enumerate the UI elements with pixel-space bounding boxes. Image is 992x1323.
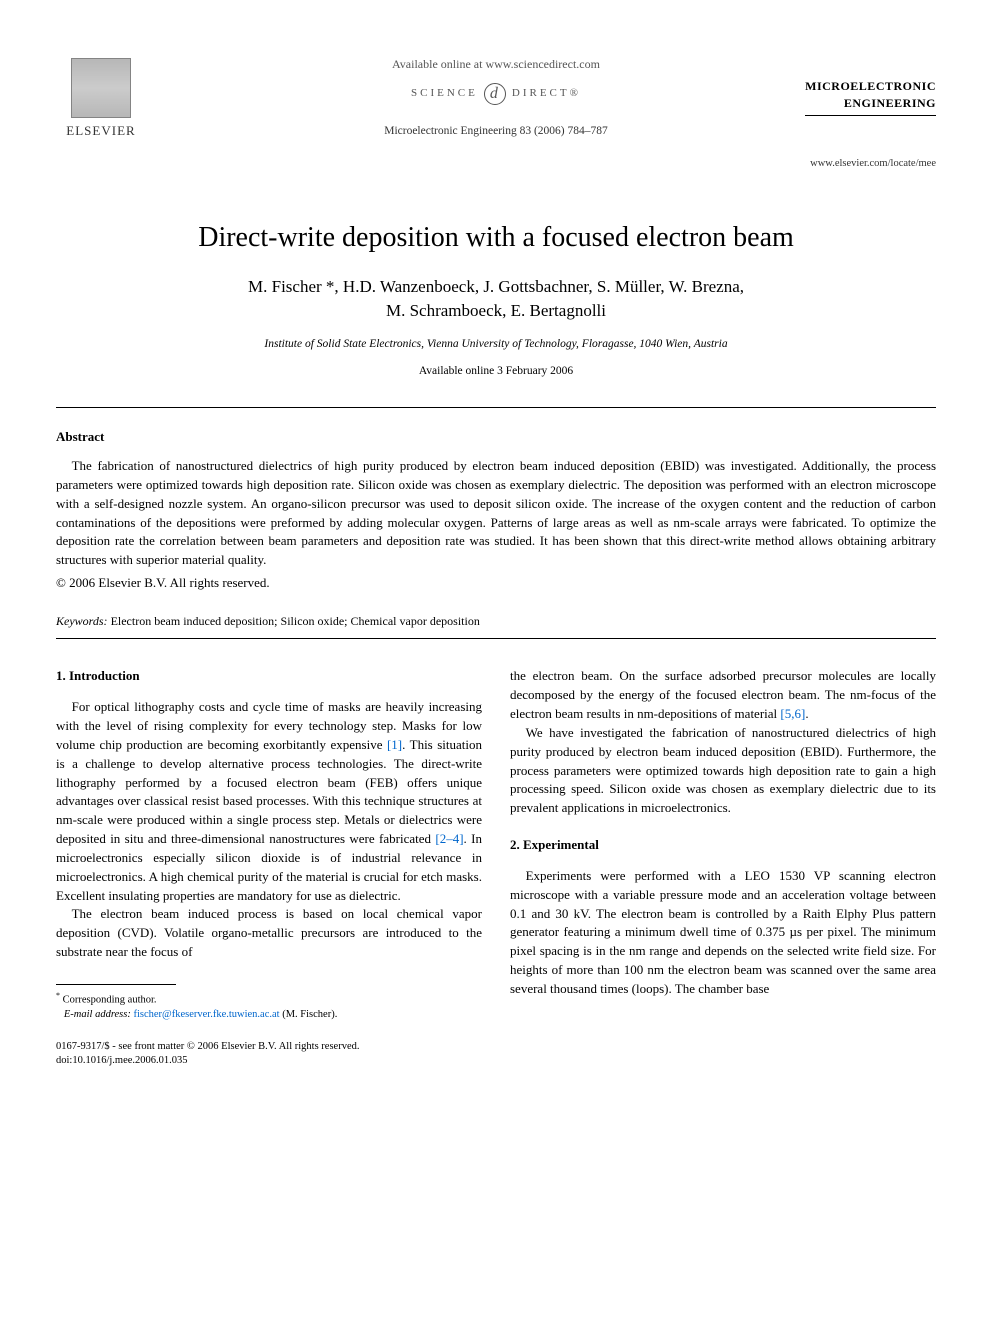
- publisher-logo: ELSEVIER: [56, 58, 146, 141]
- email-label: E-mail address:: [64, 1009, 131, 1020]
- citation-link-5-6[interactable]: [5,6]: [780, 706, 805, 721]
- citation-link-1[interactable]: [1]: [387, 737, 402, 752]
- page-header: ELSEVIER Available online at www.science…: [56, 48, 936, 178]
- author-email-link[interactable]: fischer@fkeserver.fke.tuwien.ac.at: [133, 1009, 279, 1020]
- body-columns: 1. Introduction For optical lithography …: [56, 667, 936, 1068]
- col2-p1-text-a: the electron beam. On the surface adsorb…: [510, 668, 936, 721]
- affiliation: Institute of Solid State Electronics, Vi…: [56, 336, 936, 353]
- citation-line: Microelectronic Engineering 83 (2006) 78…: [56, 123, 936, 140]
- publication-date: Available online 3 February 2006: [56, 363, 936, 380]
- article-title: Direct-write deposition with a focused e…: [56, 218, 936, 259]
- front-matter-footer: 0167-9317/$ - see front matter © 2006 El…: [56, 1040, 482, 1068]
- journal-title-line1: MICROELECTRONIC: [805, 79, 936, 93]
- journal-url[interactable]: www.elsevier.com/locate/mee: [805, 156, 936, 171]
- right-column: the electron beam. On the surface adsorb…: [510, 667, 936, 1068]
- sciencedirect-logo: SCIENCE DIRECT®: [411, 83, 581, 105]
- available-online-text: Available online at www.sciencedirect.co…: [56, 56, 936, 73]
- sciencedirect-icon: [484, 83, 506, 105]
- divider-rule: [56, 407, 936, 408]
- issn-copyright-line: 0167-9317/$ - see front matter © 2006 El…: [56, 1041, 359, 1052]
- experimental-paragraph-1: Experiments were performed with a LEO 15…: [510, 867, 936, 999]
- section-heading-experimental: 2. Experimental: [510, 836, 936, 855]
- center-header: Available online at www.sciencedirect.co…: [56, 48, 936, 140]
- divider-rule-2: [56, 638, 936, 639]
- left-column: 1. Introduction For optical lithography …: [56, 667, 482, 1068]
- corresponding-author-label: Corresponding author.: [63, 995, 157, 1006]
- section-heading-intro: 1. Introduction: [56, 667, 482, 686]
- elsevier-tree-icon: [71, 58, 131, 118]
- journal-title-line2: ENGINEERING: [844, 96, 936, 110]
- citation-link-2-4[interactable]: [2–4]: [435, 831, 463, 846]
- journal-title: MICROELECTRONIC ENGINEERING: [805, 78, 936, 116]
- abstract-heading: Abstract: [56, 428, 936, 447]
- intro-paragraph-1: For optical lithography costs and cycle …: [56, 698, 482, 905]
- email-attribution: (M. Fischer).: [280, 1009, 338, 1020]
- journal-block: MICROELECTRONIC ENGINEERING www.elsevier…: [805, 78, 936, 171]
- authors-line-2: M. Schramboeck, E. Bertagnolli: [386, 301, 606, 320]
- keywords-label: Keywords:: [56, 614, 108, 628]
- keywords-line: Keywords: Electron beam induced depositi…: [56, 613, 936, 630]
- corresponding-author-footnote: * Corresponding author. E-mail address: …: [56, 991, 482, 1022]
- col2-p1-text-b: .: [805, 706, 808, 721]
- intro-p1-text-b: . This situation is a challenge to devel…: [56, 737, 482, 846]
- footnote-rule: [56, 984, 176, 985]
- abstract-copyright: © 2006 Elsevier B.V. All rights reserved…: [56, 574, 936, 593]
- sd-text-right: DIRECT®: [512, 86, 581, 102]
- publisher-name: ELSEVIER: [56, 122, 146, 141]
- keywords-text: Electron beam induced deposition; Silico…: [108, 614, 480, 628]
- asterisk-icon: *: [56, 991, 60, 1000]
- doi-line: doi:10.1016/j.mee.2006.01.035: [56, 1055, 188, 1066]
- intro-continuation: the electron beam. On the surface adsorb…: [510, 667, 936, 724]
- intro-paragraph-2: The electron beam induced process is bas…: [56, 905, 482, 962]
- authors-list: M. Fischer *, H.D. Wanzenboeck, J. Gotts…: [56, 275, 936, 324]
- sd-text-left: SCIENCE: [411, 86, 478, 102]
- abstract-text: The fabrication of nanostructured dielec…: [56, 457, 936, 570]
- abstract-block: Abstract The fabrication of nanostructur…: [56, 428, 936, 593]
- authors-line-1: M. Fischer *, H.D. Wanzenboeck, J. Gotts…: [248, 277, 744, 296]
- intro-paragraph-3: We have investigated the fabrication of …: [510, 724, 936, 818]
